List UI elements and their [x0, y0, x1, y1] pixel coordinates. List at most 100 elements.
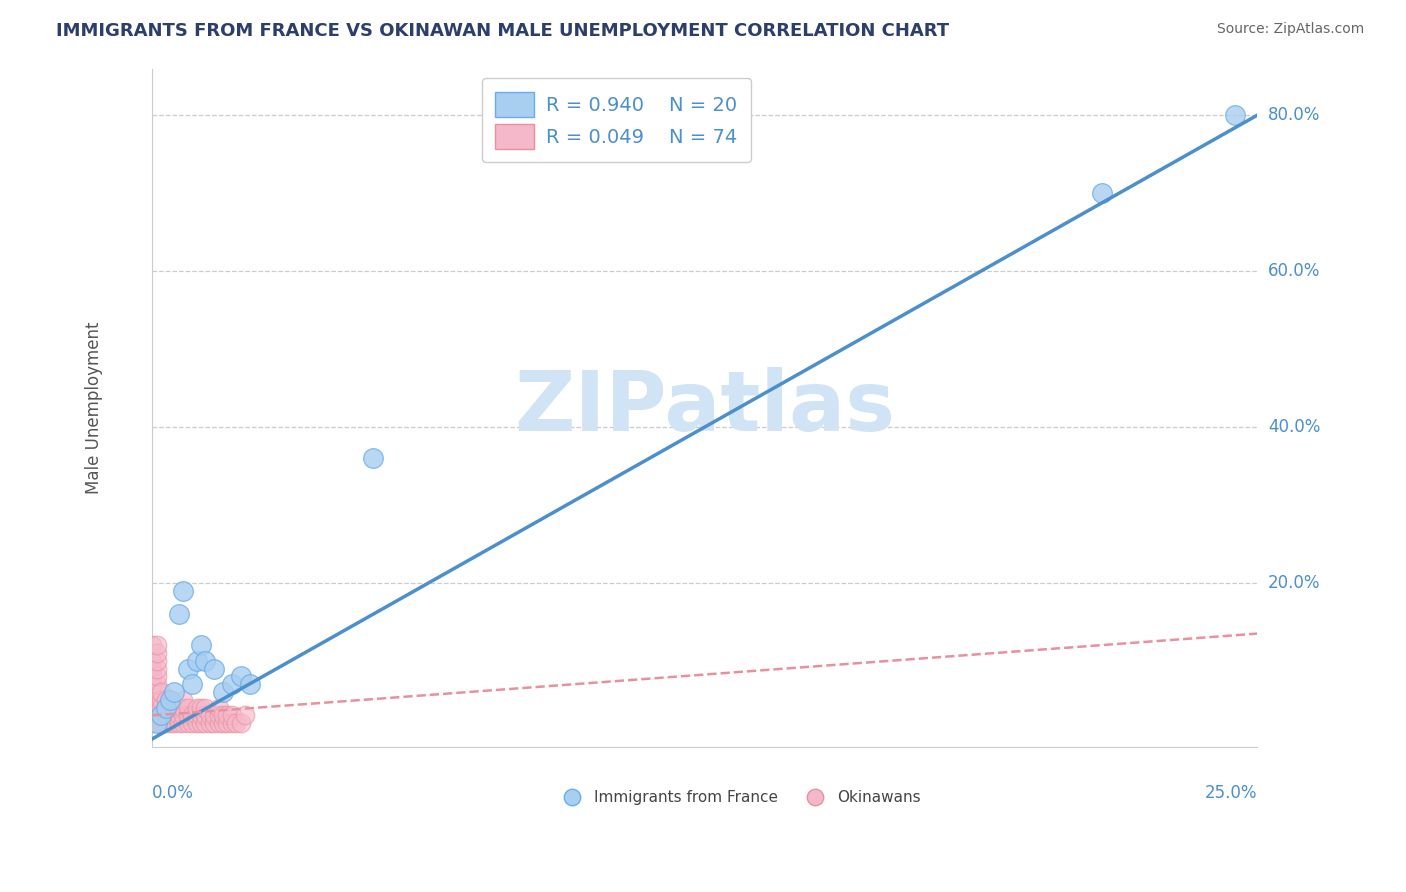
Point: [238, 677, 260, 691]
Point: [141, 638, 163, 652]
Point: [212, 716, 235, 731]
Text: Okinawans: Okinawans: [838, 790, 921, 805]
Point: [176, 662, 198, 676]
Point: [145, 708, 167, 723]
Point: [163, 685, 186, 699]
Point: [141, 685, 163, 699]
Point: [229, 716, 252, 731]
Point: [194, 716, 217, 731]
Point: [145, 654, 167, 668]
Point: [145, 716, 167, 731]
Point: [155, 700, 177, 714]
Point: [141, 654, 163, 668]
Point: [155, 716, 177, 731]
Text: ZIPatlas: ZIPatlas: [515, 368, 896, 448]
Point: [141, 677, 163, 691]
Point: [159, 693, 181, 707]
Point: [167, 716, 190, 731]
Point: [194, 654, 217, 668]
Point: [194, 700, 217, 714]
Point: [155, 700, 177, 714]
Point: [159, 700, 181, 714]
Point: [207, 700, 229, 714]
Text: 25.0%: 25.0%: [1205, 784, 1257, 802]
Point: [202, 662, 225, 676]
Point: [221, 677, 243, 691]
Point: [159, 693, 181, 707]
Point: [141, 700, 163, 714]
Point: [186, 708, 208, 723]
Point: [190, 708, 212, 723]
Legend: R = 0.940    N = 20, R = 0.049    N = 74: R = 0.940 N = 20, R = 0.049 N = 74: [482, 78, 751, 162]
Point: [181, 677, 204, 691]
Point: [181, 708, 204, 723]
Point: [186, 700, 208, 714]
Text: 60.0%: 60.0%: [1268, 262, 1320, 280]
Point: [145, 638, 167, 652]
Point: [198, 716, 221, 731]
Text: 40.0%: 40.0%: [1268, 418, 1320, 436]
Point: [150, 685, 173, 699]
Point: [145, 662, 167, 676]
Point: [207, 716, 229, 731]
Point: [361, 451, 384, 466]
Point: [150, 700, 173, 714]
Point: [176, 700, 198, 714]
Point: [172, 708, 194, 723]
Point: [176, 716, 198, 731]
Point: [163, 700, 186, 714]
Point: [155, 708, 177, 723]
Point: [194, 708, 217, 723]
Point: [141, 693, 163, 707]
Point: [145, 693, 167, 707]
Point: [212, 708, 235, 723]
Point: [172, 583, 194, 598]
Point: [190, 638, 212, 652]
Point: [221, 716, 243, 731]
Point: [217, 708, 239, 723]
Point: [159, 708, 181, 723]
Point: [167, 607, 190, 621]
Point: [1091, 186, 1114, 201]
Point: [145, 646, 167, 660]
Point: [202, 708, 225, 723]
Point: [163, 716, 186, 731]
Point: [145, 700, 167, 714]
Point: [141, 669, 163, 683]
Point: [159, 716, 181, 731]
Point: [141, 716, 163, 731]
Point: [212, 685, 235, 699]
Point: [150, 708, 173, 723]
Point: [172, 716, 194, 731]
Text: 80.0%: 80.0%: [1268, 106, 1320, 124]
Point: [217, 716, 239, 731]
Point: [190, 716, 212, 731]
Point: [172, 693, 194, 707]
Point: [186, 654, 208, 668]
Text: Male Unemployment: Male Unemployment: [84, 321, 103, 494]
Point: [233, 708, 256, 723]
Point: [207, 708, 229, 723]
Point: [1223, 108, 1246, 122]
Point: [181, 716, 204, 731]
Point: [150, 716, 173, 731]
Point: [163, 708, 186, 723]
Text: 20.0%: 20.0%: [1268, 574, 1320, 592]
Point: [145, 685, 167, 699]
Point: [225, 716, 247, 731]
Text: 0.0%: 0.0%: [152, 784, 194, 802]
Point: [145, 716, 167, 731]
Point: [150, 708, 173, 723]
Point: [150, 693, 173, 707]
Point: [202, 716, 225, 731]
Point: [198, 708, 221, 723]
Point: [176, 708, 198, 723]
Point: [167, 708, 190, 723]
Point: [172, 700, 194, 714]
Point: [221, 708, 243, 723]
Text: Source: ZipAtlas.com: Source: ZipAtlas.com: [1216, 22, 1364, 37]
Point: [167, 700, 190, 714]
Text: IMMIGRANTS FROM FRANCE VS OKINAWAN MALE UNEMPLOYMENT CORRELATION CHART: IMMIGRANTS FROM FRANCE VS OKINAWAN MALE …: [56, 22, 949, 40]
Text: Immigrants from France: Immigrants from France: [595, 790, 779, 805]
Point: [229, 669, 252, 683]
